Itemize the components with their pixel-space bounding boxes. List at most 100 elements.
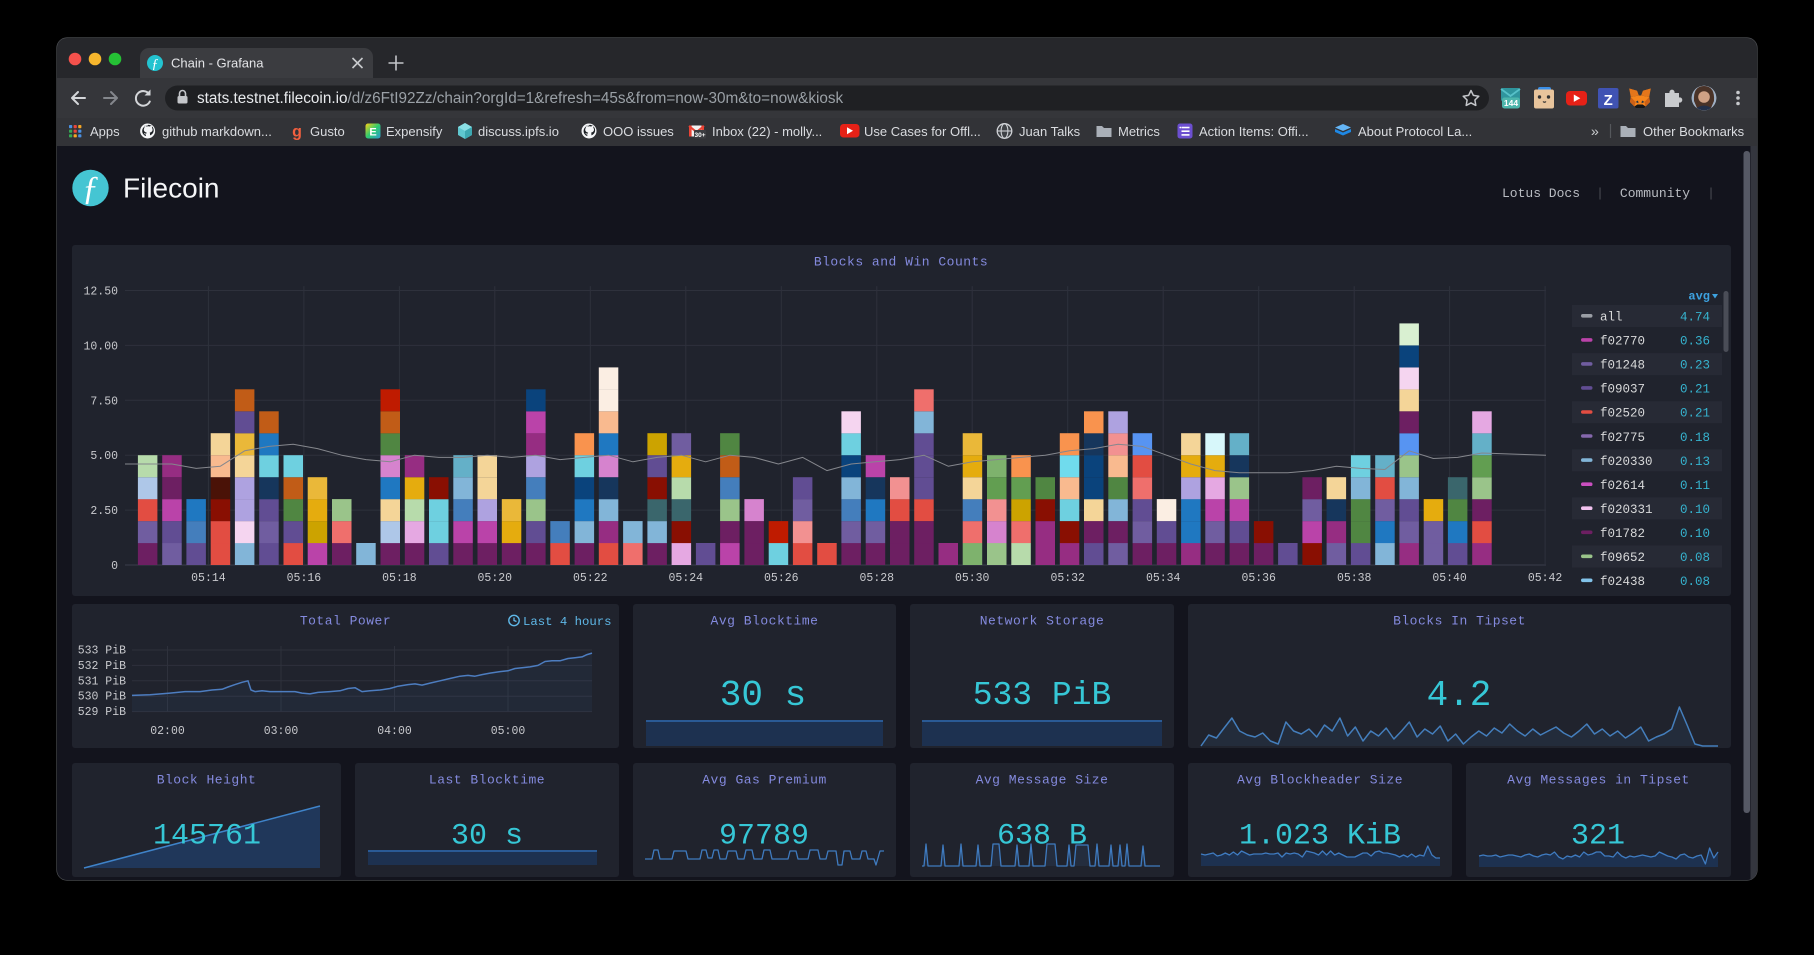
svg-text:Last 4 hours: Last 4 hours	[523, 615, 612, 629]
svg-text:f02438: f02438	[1600, 575, 1645, 589]
svg-text:05:38: 05:38	[1337, 572, 1372, 585]
svg-text:Avg Blocktime: Avg Blocktime	[711, 614, 819, 629]
svg-text:Apps: Apps	[90, 124, 120, 139]
svg-text:0.10: 0.10	[1680, 527, 1710, 541]
svg-text:Action Items: Offi...: Action Items: Offi...	[1199, 124, 1309, 139]
svg-text:05:32: 05:32	[1050, 572, 1085, 585]
svg-text:30+: 30+	[694, 132, 705, 139]
svg-text:0.08: 0.08	[1680, 551, 1710, 565]
svg-text:0.08: 0.08	[1680, 575, 1710, 589]
svg-text:05:34: 05:34	[1146, 572, 1181, 585]
svg-text:05:36: 05:36	[1241, 572, 1276, 585]
svg-text:ƒ: ƒ	[152, 57, 159, 72]
svg-text:531 PiB: 531 PiB	[78, 675, 126, 688]
svg-text:g: g	[292, 124, 302, 141]
svg-text:OOO issues: OOO issues	[603, 124, 674, 139]
svg-text:Total Power: Total Power	[300, 614, 391, 629]
svg-text:05:42: 05:42	[1528, 572, 1563, 585]
svg-text:f09037: f09037	[1600, 383, 1645, 397]
svg-text:Blocks and Win Counts: Blocks and Win Counts	[814, 255, 988, 270]
svg-text:0.13: 0.13	[1680, 455, 1710, 469]
svg-text:Gusto: Gusto	[310, 124, 345, 139]
svg-text:Community: Community	[1620, 186, 1690, 201]
svg-text:0.21: 0.21	[1680, 383, 1710, 397]
svg-text:30 s: 30 s	[720, 675, 806, 716]
svg-text:03:00: 03:00	[264, 725, 299, 738]
svg-text:Filecoin: Filecoin	[123, 173, 219, 204]
svg-text:05:22: 05:22	[573, 572, 608, 585]
svg-text:Chain - Grafana: Chain - Grafana	[171, 56, 264, 71]
svg-text:12.50: 12.50	[83, 286, 118, 299]
svg-text:f02614: f02614	[1600, 479, 1645, 493]
svg-text:1.023 KiB: 1.023 KiB	[1239, 820, 1401, 854]
svg-text:4.74: 4.74	[1680, 311, 1710, 325]
svg-text:Lotus Docs: Lotus Docs	[1502, 186, 1580, 201]
svg-text:Avg Gas Premium: Avg Gas Premium	[702, 773, 827, 788]
svg-text:529 PiB: 529 PiB	[78, 706, 126, 719]
svg-text:f02520: f02520	[1600, 407, 1645, 421]
svg-text:f09652: f09652	[1600, 551, 1645, 565]
svg-text:05:14: 05:14	[191, 572, 226, 585]
svg-text:0.18: 0.18	[1680, 431, 1710, 445]
svg-text:|: |	[1596, 186, 1604, 201]
svg-text:Use Cases for Offl...: Use Cases for Offl...	[864, 124, 981, 139]
svg-text:E: E	[369, 127, 376, 139]
svg-text:|: |	[1707, 186, 1715, 201]
svg-text:»: »	[1591, 125, 1599, 141]
svg-text:321: 321	[1571, 820, 1625, 854]
svg-text:533 PiB: 533 PiB	[973, 677, 1112, 714]
svg-text:2.50: 2.50	[90, 505, 118, 518]
svg-text:Metrics: Metrics	[1118, 124, 1160, 139]
svg-text:0.23: 0.23	[1680, 359, 1710, 373]
svg-text:Avg Messages in Tipset: Avg Messages in Tipset	[1507, 773, 1690, 788]
svg-text:0: 0	[111, 560, 118, 573]
svg-text:05:18: 05:18	[382, 572, 417, 585]
svg-text:0.36: 0.36	[1680, 335, 1710, 349]
svg-text:Z: Z	[1604, 92, 1613, 109]
svg-text:Blocks In Tipset: Blocks In Tipset	[1393, 614, 1526, 629]
svg-text:05:24: 05:24	[669, 572, 704, 585]
svg-text:144: 144	[1504, 98, 1518, 108]
svg-text:Juan Talks: Juan Talks	[1019, 124, 1081, 139]
svg-text:Avg Blockheader Size: Avg Blockheader Size	[1237, 773, 1403, 788]
svg-text:f02770: f02770	[1600, 335, 1645, 349]
svg-text:f020330: f020330	[1600, 455, 1653, 469]
svg-text:Block Height: Block Height	[157, 773, 257, 788]
svg-text:05:20: 05:20	[478, 572, 513, 585]
svg-text:f01248: f01248	[1600, 359, 1645, 373]
svg-text:Last Blocktime: Last Blocktime	[429, 773, 545, 788]
svg-text:f01782: f01782	[1600, 527, 1645, 541]
svg-text:10.00: 10.00	[83, 340, 118, 353]
svg-text:30 s: 30 s	[451, 820, 523, 854]
svg-text:github markdown...: github markdown...	[162, 124, 272, 139]
svg-text:0.10: 0.10	[1680, 503, 1710, 517]
svg-text:Other Bookmarks: Other Bookmarks	[1643, 124, 1745, 139]
svg-text:Avg Message Size: Avg Message Size	[976, 773, 1109, 788]
svg-text:02:00: 02:00	[150, 725, 185, 738]
svg-text:Network Storage: Network Storage	[980, 614, 1105, 629]
svg-text:f020331: f020331	[1600, 503, 1653, 517]
svg-text:05:30: 05:30	[955, 572, 990, 585]
svg-text:ƒ: ƒ	[82, 170, 99, 207]
svg-text:532 PiB: 532 PiB	[78, 660, 126, 673]
svg-text:7.50: 7.50	[90, 395, 118, 408]
svg-text:5.00: 5.00	[90, 450, 118, 463]
svg-text:About Protocol La...: About Protocol La...	[1358, 124, 1472, 139]
svg-text:discuss.ipfs.io: discuss.ipfs.io	[478, 124, 559, 139]
svg-text:0.21: 0.21	[1680, 407, 1710, 421]
svg-text:05:28: 05:28	[860, 572, 895, 585]
svg-text:533 PiB: 533 PiB	[78, 645, 126, 658]
svg-text:stats.testnet.filecoin.io/d/z6: stats.testnet.filecoin.io/d/z6FtI92Zz/ch…	[197, 90, 844, 107]
svg-text:0.11: 0.11	[1680, 479, 1710, 493]
svg-text:all: all	[1600, 311, 1623, 325]
svg-text:05:00: 05:00	[491, 725, 526, 738]
svg-text:Expensify: Expensify	[386, 124, 443, 139]
svg-text:05:16: 05:16	[287, 572, 322, 585]
svg-text:04:00: 04:00	[377, 725, 412, 738]
svg-text:145761: 145761	[153, 820, 261, 854]
svg-text:Inbox (22) - molly...: Inbox (22) - molly...	[712, 124, 822, 139]
svg-text:05:26: 05:26	[764, 572, 799, 585]
svg-text:530 PiB: 530 PiB	[78, 691, 126, 704]
svg-text:f02775: f02775	[1600, 431, 1645, 445]
svg-text:638 B: 638 B	[997, 820, 1087, 854]
